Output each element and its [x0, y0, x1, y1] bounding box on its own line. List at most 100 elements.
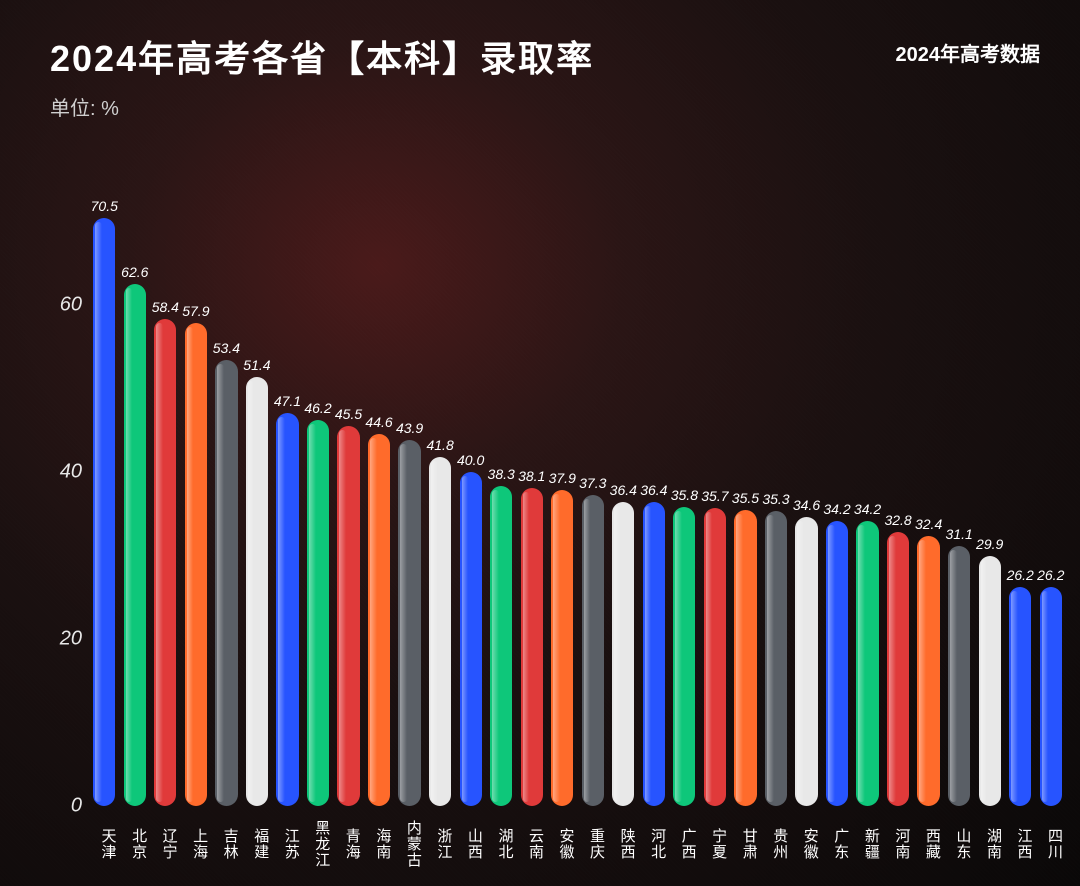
bar-wrapper: 47.1	[273, 180, 302, 806]
y-tick: 60	[60, 294, 82, 317]
bar-value: 38.3	[488, 466, 515, 482]
bar	[215, 360, 237, 806]
bar-wrapper: 58.4	[151, 180, 180, 806]
bar-value: 34.2	[854, 501, 881, 517]
x-label: 四川	[1036, 810, 1065, 878]
bar-value: 46.2	[304, 400, 331, 416]
unit-label: 单位: %	[50, 92, 594, 121]
bar-wrapper: 32.4	[914, 180, 943, 806]
bar-value: 51.4	[243, 357, 270, 373]
bar-value: 53.4	[213, 340, 240, 356]
bar-value: 44.6	[365, 414, 392, 430]
x-label: 河北	[640, 810, 669, 878]
bar-wrapper: 43.9	[395, 180, 424, 806]
bar-wrapper: 34.2	[853, 180, 882, 806]
bar-value: 34.6	[793, 497, 820, 513]
x-label: 北京	[121, 810, 150, 878]
bar	[154, 319, 176, 806]
bar	[612, 502, 634, 806]
bar-value: 40.0	[457, 452, 484, 468]
x-label: 宁夏	[701, 810, 730, 878]
x-label: 新疆	[853, 810, 882, 878]
bar-wrapper: 37.3	[579, 180, 608, 806]
bar-value: 57.9	[182, 303, 209, 319]
bar	[673, 507, 695, 806]
x-label: 黑龙江	[304, 810, 333, 878]
bar-value: 31.1	[946, 526, 973, 542]
bar-value: 35.7	[701, 488, 728, 504]
x-label: 青海	[334, 810, 363, 878]
bar-value: 29.9	[976, 536, 1003, 552]
bar	[582, 495, 604, 806]
bar	[521, 488, 543, 806]
x-label: 西藏	[914, 810, 943, 878]
bar	[368, 434, 390, 806]
bar	[826, 521, 848, 806]
bar-value: 43.9	[396, 420, 423, 436]
bar	[948, 546, 970, 806]
bar-wrapper: 40.0	[456, 180, 485, 806]
bar-value: 34.2	[823, 501, 850, 517]
x-label: 湖南	[975, 810, 1004, 878]
bar	[551, 490, 573, 806]
bar-value: 32.4	[915, 516, 942, 532]
bar	[398, 440, 420, 806]
bar	[734, 510, 756, 806]
bar-wrapper: 57.9	[182, 180, 211, 806]
x-label: 内蒙古	[395, 810, 424, 878]
bar-wrapper: 34.6	[792, 180, 821, 806]
x-axis-labels: 天津北京辽宁上海吉林福建江苏黑龙江青海海南内蒙古浙江山西湖北云南安徽重庆陕西河北…	[90, 810, 1065, 878]
x-label: 安徽	[548, 810, 577, 878]
bar-wrapper: 70.5	[90, 180, 119, 806]
bar-value: 45.5	[335, 406, 362, 422]
bar-value: 35.5	[732, 490, 759, 506]
bar-wrapper: 53.4	[212, 180, 241, 806]
bar	[1040, 587, 1062, 806]
x-label: 广西	[670, 810, 699, 878]
bar-wrapper: 36.4	[640, 180, 669, 806]
x-label: 上海	[182, 810, 211, 878]
bar-wrapper: 31.1	[945, 180, 974, 806]
bar-wrapper: 51.4	[243, 180, 272, 806]
chart-header: 2024年高考各省【本科】录取率 单位: % 2024年高考数据	[50, 30, 1040, 121]
bar-value: 41.8	[426, 437, 453, 453]
bar-wrapper: 44.6	[365, 180, 394, 806]
bar-wrapper: 32.8	[884, 180, 913, 806]
y-tick: 20	[60, 628, 82, 651]
title-block: 2024年高考各省【本科】录取率 单位: %	[50, 30, 594, 121]
x-label: 山西	[456, 810, 485, 878]
bar	[124, 284, 146, 807]
bar-value: 35.8	[671, 487, 698, 503]
bar-value: 26.2	[1037, 567, 1064, 583]
bar-value: 37.9	[549, 470, 576, 486]
bar	[246, 377, 268, 806]
x-label: 浙江	[426, 810, 455, 878]
x-label: 甘肃	[731, 810, 760, 878]
bar-wrapper: 26.2	[1036, 180, 1065, 806]
bar-wrapper: 45.5	[334, 180, 363, 806]
x-label: 重庆	[579, 810, 608, 878]
bar-value: 36.4	[640, 482, 667, 498]
x-label: 山东	[945, 810, 974, 878]
bar-wrapper: 35.7	[701, 180, 730, 806]
bar-value: 37.3	[579, 475, 606, 491]
bar-wrapper: 35.8	[670, 180, 699, 806]
x-label: 河南	[884, 810, 913, 878]
bar-wrapper: 41.8	[426, 180, 455, 806]
x-label: 湖北	[487, 810, 516, 878]
bar	[643, 502, 665, 806]
bar-wrapper: 38.3	[487, 180, 516, 806]
bar-wrapper: 35.3	[762, 180, 791, 806]
bar-wrapper: 37.9	[548, 180, 577, 806]
y-axis: 0204060	[50, 180, 90, 806]
bar-wrapper: 36.4	[609, 180, 638, 806]
plot-area: 70.562.658.457.953.451.447.146.245.544.6…	[90, 180, 1065, 806]
bar	[276, 413, 298, 806]
bar-value: 47.1	[274, 393, 301, 409]
chart-subtitle: 2024年高考数据	[896, 38, 1041, 67]
bar	[704, 508, 726, 806]
bar	[856, 521, 878, 806]
x-label: 江西	[1006, 810, 1035, 878]
y-tick: 40	[60, 461, 82, 484]
bar	[765, 511, 787, 806]
